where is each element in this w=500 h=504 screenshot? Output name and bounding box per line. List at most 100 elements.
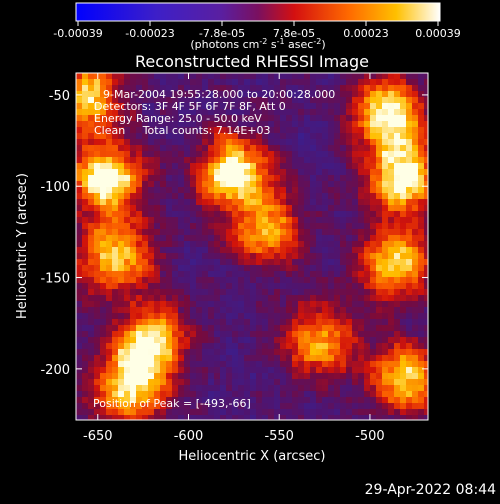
heatmap-cell [202,415,209,420]
heatmap-cell [334,367,341,374]
heatmap-cell [334,343,341,350]
heatmap-cell [370,325,377,332]
heatmap-cell [262,391,269,398]
heatmap-cell [82,253,89,260]
heatmap-cell [214,295,221,302]
heatmap-cell [124,133,131,140]
heatmap-cell [262,217,269,224]
heatmap-cell [106,301,113,308]
heatmap-cell [286,265,293,272]
heatmap-cell [238,265,245,272]
heatmap-cell [130,91,137,98]
heatmap-cell [160,211,167,218]
heatmap-cell [88,277,95,284]
heatmap-cell [322,277,329,284]
heatmap-cell [136,163,143,170]
heatmap-cell [172,199,179,206]
heatmap-cell [346,301,353,308]
heatmap-cell [424,259,428,266]
heatmap-cell [136,313,143,320]
heatmap-cell [220,181,227,188]
heatmap-cell [118,175,125,182]
heatmap-cell [148,199,155,206]
heatmap-cell [406,253,413,260]
heatmap-cell [190,319,197,326]
heatmap-cell [136,85,143,92]
heatmap-cell [376,337,383,344]
heatmap-cell [286,319,293,326]
heatmap-cell [184,349,191,356]
heatmap-cell [400,145,407,152]
heatmap-cell [148,85,155,92]
heatmap-cell [94,133,101,140]
heatmap-cell [274,295,281,302]
heatmap-cell [388,235,395,242]
heatmap-cell [196,259,203,266]
heatmap-cell [262,211,269,218]
heatmap-cell [256,187,263,194]
heatmap-cell [118,91,125,98]
heatmap-cell [184,247,191,254]
heatmap-cell [412,415,419,420]
heatmap-cell [208,103,215,110]
heatmap-cell [130,223,137,230]
heatmap-cell [328,295,335,302]
heatmap-cell [154,217,161,224]
heatmap-cell [76,127,83,134]
heatmap-cell [208,223,215,230]
heatmap-cell [232,121,239,128]
heatmap-cell [88,397,95,404]
heatmap-cell [232,259,239,266]
heatmap-cell [190,145,197,152]
heatmap-cell [394,217,401,224]
heatmap-cell [238,115,245,122]
heatmap-cell [322,211,329,218]
heatmap-cell [334,241,341,248]
heatmap-cell [148,313,155,320]
heatmap-cell [160,199,167,206]
heatmap-cell [148,349,155,356]
heatmap-cell [148,169,155,176]
heatmap-cell [334,205,341,212]
heatmap-cell [142,97,149,104]
heatmap-cell [238,331,245,338]
heatmap-cell [280,139,287,146]
heatmap-cell [172,271,179,278]
heatmap-cell [424,187,428,194]
heatmap-cell [346,235,353,242]
heatmap-cell [418,331,425,338]
heatmap-cell [394,295,401,302]
heatmap-cell [250,205,257,212]
heatmap-cell [262,361,269,368]
heatmap-cell [412,133,419,140]
heatmap-cell [382,397,389,404]
heatmap-cell [268,91,275,98]
heatmap-cell [328,379,335,386]
heatmap-cell [328,331,335,338]
heatmap-cell [310,355,317,362]
heatmap-cell [88,307,95,314]
heatmap-cell [346,175,353,182]
heatmap-cell [328,127,335,134]
heatmap-cell [106,283,113,290]
heatmap-cell [388,175,395,182]
heatmap-cell [358,325,365,332]
heatmap-cell [316,211,323,218]
heatmap-cell [298,103,305,110]
heatmap-cell [286,397,293,404]
heatmap-cell [232,79,239,86]
heatmap-cell [268,409,275,416]
heatmap-cell [400,373,407,380]
heatmap-cell [340,379,347,386]
heatmap-cell [316,235,323,242]
heatmap-cell [148,103,155,110]
heatmap-cell [406,181,413,188]
heatmap-cell [118,385,125,392]
heatmap-cell [136,199,143,206]
heatmap-cell [202,235,209,242]
heatmap-cell [178,265,185,272]
heatmap-cell [364,187,371,194]
heatmap-cell [100,319,107,326]
heatmap-cell [406,379,413,386]
heatmap-cell [292,367,299,374]
